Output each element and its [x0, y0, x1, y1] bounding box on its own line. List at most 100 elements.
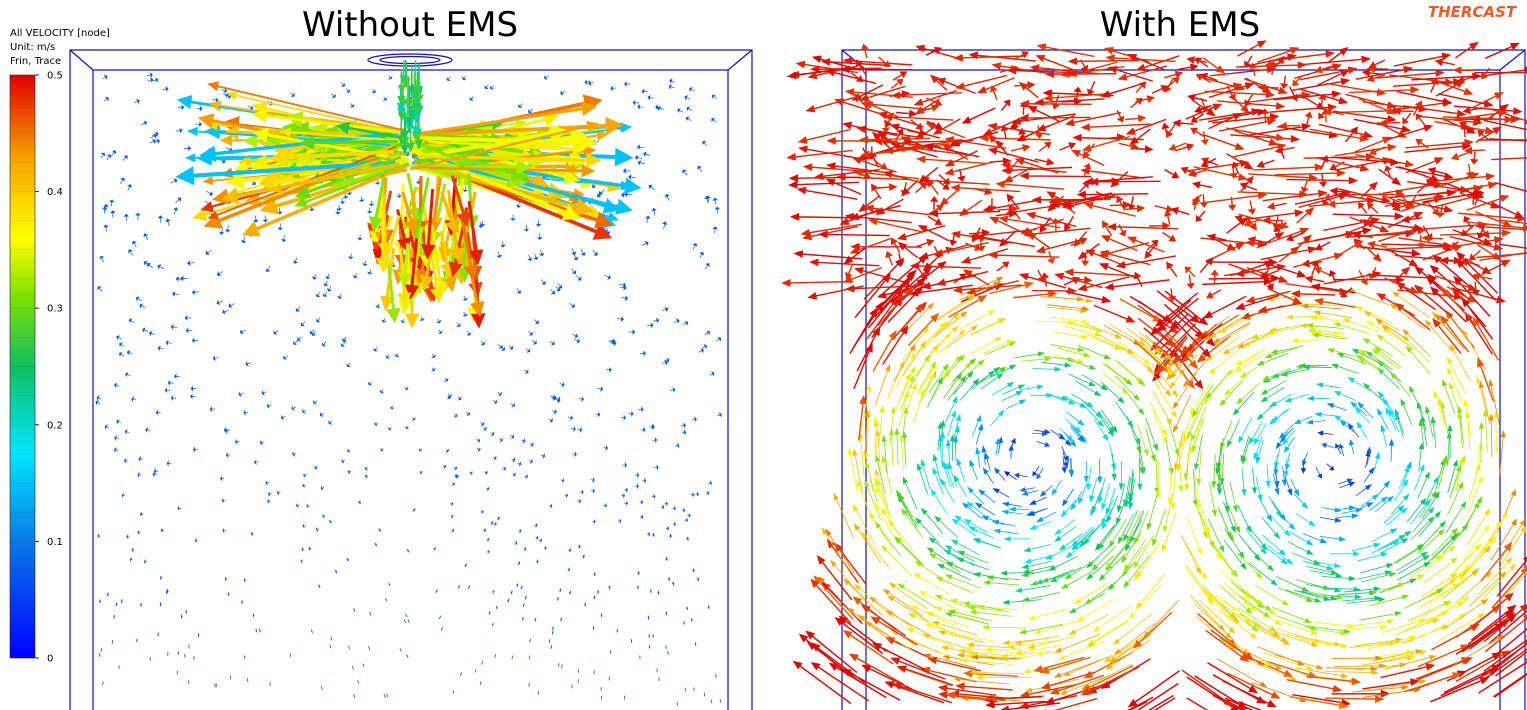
arrow [963, 518, 989, 534]
arrow [528, 108, 534, 114]
arrow [1029, 521, 1053, 530]
arrow [1340, 287, 1353, 298]
arrow [1390, 371, 1411, 397]
arrow [143, 261, 150, 267]
arrow [1360, 181, 1378, 199]
arrow [1218, 584, 1253, 615]
arrow [810, 661, 870, 702]
arrow [1243, 218, 1262, 227]
arrow [1300, 458, 1307, 474]
arrow [1375, 318, 1409, 341]
arrow [974, 502, 996, 516]
arrow [945, 395, 958, 423]
arrow [524, 474, 528, 479]
arrow [452, 690, 455, 695]
arrow [1424, 557, 1458, 584]
arrow [661, 359, 668, 366]
arrow [1257, 302, 1301, 314]
arrow [1281, 429, 1296, 446]
arrow [840, 65, 913, 74]
arrow [1185, 103, 1223, 120]
arrow [1210, 629, 1255, 661]
arrow [1049, 566, 1082, 583]
arrow [568, 590, 571, 595]
arrow [1203, 134, 1245, 150]
arrow [1368, 59, 1386, 69]
arrow [1323, 594, 1363, 600]
arrow [423, 133, 598, 152]
arrow [1338, 590, 1377, 596]
arrow [1101, 483, 1111, 511]
arrow [1326, 463, 1335, 471]
arrow [1396, 551, 1429, 572]
arrow [528, 655, 531, 660]
arrow [1325, 669, 1379, 676]
arrow [1026, 231, 1050, 249]
arrow [1080, 123, 1152, 132]
arrow [1449, 381, 1462, 419]
arrow [1003, 471, 1017, 481]
arrow [664, 193, 670, 201]
arrow [364, 466, 369, 471]
arrow [1262, 367, 1291, 381]
arrow [1060, 97, 1083, 106]
arrow [863, 449, 874, 492]
arrow [103, 224, 109, 232]
arrow [1368, 496, 1389, 512]
arrow [144, 559, 147, 564]
arrow [1331, 655, 1383, 661]
arrow [1336, 240, 1364, 257]
arrow [889, 406, 896, 446]
arrow [632, 99, 640, 106]
arrow [1260, 246, 1318, 261]
arrow [1488, 379, 1500, 424]
arrow [411, 79, 420, 116]
arrow [403, 619, 407, 624]
arrow [1371, 540, 1401, 554]
arrow [1267, 227, 1310, 244]
arrow [346, 362, 351, 368]
arrow [400, 318, 406, 323]
arrow [959, 378, 980, 401]
arrow [686, 106, 693, 112]
arrow [1273, 631, 1319, 647]
arrow [1396, 561, 1431, 581]
arrow [1003, 536, 1031, 542]
arrow [1482, 511, 1508, 553]
arrow [1083, 163, 1092, 176]
arrow [571, 425, 576, 432]
arrow [1442, 378, 1456, 415]
arrow [1115, 375, 1141, 402]
arrow [1150, 402, 1167, 437]
arrow [810, 578, 852, 624]
arrow [567, 567, 570, 572]
arrow [523, 369, 529, 374]
arrow [269, 148, 394, 167]
arrow [881, 507, 904, 543]
arrow [1412, 506, 1435, 532]
arrow [1424, 475, 1439, 506]
arrow [593, 670, 595, 675]
arrow [1018, 114, 1091, 122]
arrow [1443, 109, 1508, 122]
arrow [708, 480, 712, 485]
arrow [131, 240, 137, 248]
arrow [1491, 202, 1525, 219]
arrow [1383, 165, 1392, 178]
arrow [1385, 507, 1408, 527]
arrow [593, 572, 596, 577]
arrow [929, 325, 959, 354]
arrow [103, 203, 109, 211]
arrow [491, 622, 494, 627]
arrow [1366, 320, 1400, 341]
arrow [466, 411, 471, 417]
arrow [1357, 356, 1385, 374]
arrow [984, 341, 1017, 356]
arrow [1019, 683, 1077, 699]
arrow [1054, 272, 1103, 289]
arrow [1286, 633, 1332, 647]
arrow [652, 317, 660, 324]
arrow [315, 291, 321, 298]
arrow [1366, 446, 1372, 465]
arrow [1314, 267, 1331, 276]
